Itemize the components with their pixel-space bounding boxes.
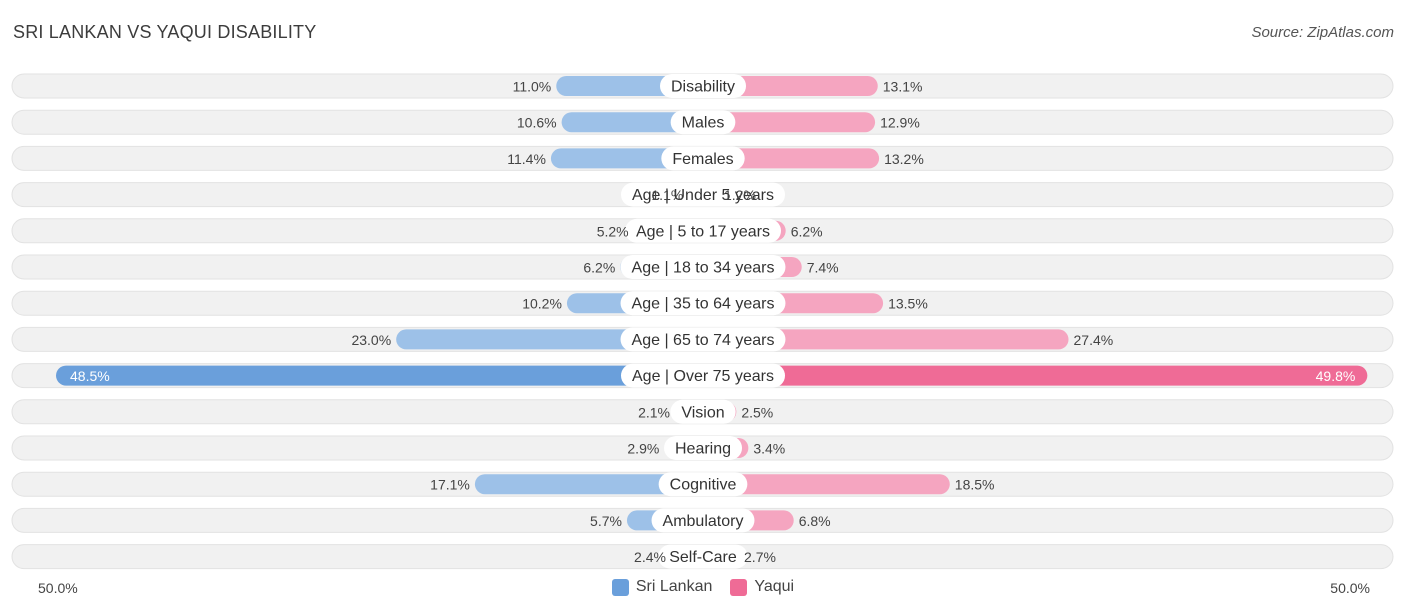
bar-yaqui: [703, 148, 880, 169]
value-label-yaqui: 6.8%: [799, 513, 831, 529]
category-label: Ambulatory: [663, 513, 744, 530]
category-label: Females: [672, 151, 733, 168]
category-label: Self-Care: [669, 549, 737, 566]
category-pill: [670, 399, 736, 424]
category-label: Age | 5 to 17 years: [636, 223, 770, 240]
value-label-sri-lankan: 23.0%: [351, 332, 391, 348]
value-label-yaqui: 12.9%: [880, 115, 920, 131]
category-pill: [620, 291, 786, 316]
category-label: Age | Over 75 years: [632, 368, 774, 385]
axis-right-label: 50.0%: [1330, 580, 1370, 596]
value-label-sri-lankan: 5.7%: [590, 513, 622, 529]
category-label: Males: [682, 115, 725, 132]
category-label: Disability: [671, 79, 735, 96]
legend-label-yaqui: Yaqui: [754, 578, 795, 595]
category-pill: [663, 436, 743, 460]
bar-yaqui: [703, 474, 950, 495]
category-pill: [651, 508, 755, 533]
legend: Sri Lankan Yaqui: [0, 578, 1406, 596]
value-label-yaqui: 27.4%: [1074, 332, 1114, 348]
legend-item-yaqui[interactable]: Yaqui: [730, 578, 794, 596]
category-label: Age | 18 to 34 years: [632, 260, 775, 277]
source-note: Source: ZipAtlas.com: [1251, 24, 1394, 41]
category-pill: [620, 327, 786, 352]
category-pill: [620, 255, 786, 279]
value-label-yaqui: 3.4%: [753, 441, 785, 457]
bar-yaqui: [703, 112, 876, 133]
value-label-yaqui: 13.5%: [888, 296, 928, 312]
bar-yaqui: [703, 329, 1069, 350]
bar-sri-lankan: [561, 112, 703, 133]
category-label: Age | Under 5 years: [632, 187, 774, 204]
bar-sri-lankan: [56, 365, 703, 386]
category-pill: [658, 544, 748, 569]
category-label: Age | 65 to 74 years: [632, 332, 775, 349]
value-label-yaqui: 13.1%: [883, 79, 923, 95]
category-label: Hearing: [675, 441, 731, 458]
legend-item-sri-lankan[interactable]: Sri Lankan: [611, 578, 713, 596]
value-label-yaqui: 2.7%: [744, 549, 776, 565]
legend-label-sri-lankan: Sri Lankan: [635, 578, 713, 595]
category-pill: [621, 363, 785, 388]
legend-swatch-yaqui: [730, 578, 748, 596]
axis-left-label: 50.0%: [38, 580, 78, 596]
value-label-yaqui: 6.2%: [791, 223, 823, 239]
value-label-sri-lankan: 11.0%: [513, 79, 552, 95]
category-pill: [661, 146, 745, 171]
category-pill: [624, 218, 782, 243]
category-label: Vision: [681, 404, 724, 421]
value-label-yaqui: 7.4%: [807, 260, 839, 276]
value-label-sri-lankan: 2.4%: [634, 549, 666, 565]
value-label-sri-lankan: 10.6%: [517, 115, 557, 131]
chart-canvas: Disability 11.0% 13.1% Males 10.6% 12.9% Femal…: [11, 73, 1394, 570]
value-label-sri-lankan: 10.2%: [522, 296, 562, 312]
value-label-sri-lankan: 2.1%: [638, 404, 670, 420]
category-label: Cognitive: [670, 477, 737, 494]
value-label-sri-lankan: 6.2%: [583, 260, 615, 276]
bar-yaqui: [703, 76, 878, 96]
category-pill: [659, 74, 747, 98]
value-label-yaqui: 49.8%: [1316, 368, 1356, 384]
value-label-yaqui: 18.5%: [955, 477, 995, 493]
value-label-yaqui: 1.2%: [724, 187, 756, 203]
chart-title: SRI LANKAN VS YAQUI DISABILITY: [13, 22, 317, 42]
category-pill: [658, 472, 748, 497]
legend-swatch-sri-lankan: [611, 578, 629, 596]
bar-yaqui: [703, 365, 1368, 386]
value-label-sri-lankan: 5.2%: [597, 223, 629, 239]
category-pill: [670, 110, 736, 135]
value-label-sri-lankan: 1.1%: [651, 187, 683, 203]
value-label-sri-lankan: 11.4%: [507, 151, 546, 167]
category-label: Age | 35 to 64 years: [632, 296, 775, 313]
value-label-sri-lankan: 2.9%: [627, 441, 659, 457]
value-label-yaqui: 13.2%: [884, 151, 924, 167]
category-pill: [620, 182, 786, 207]
value-label-sri-lankan: 17.1%: [430, 477, 470, 493]
value-label-sri-lankan: 48.5%: [70, 368, 110, 384]
value-label-yaqui: 2.5%: [741, 404, 773, 420]
bar-sri-lankan: [474, 474, 703, 495]
